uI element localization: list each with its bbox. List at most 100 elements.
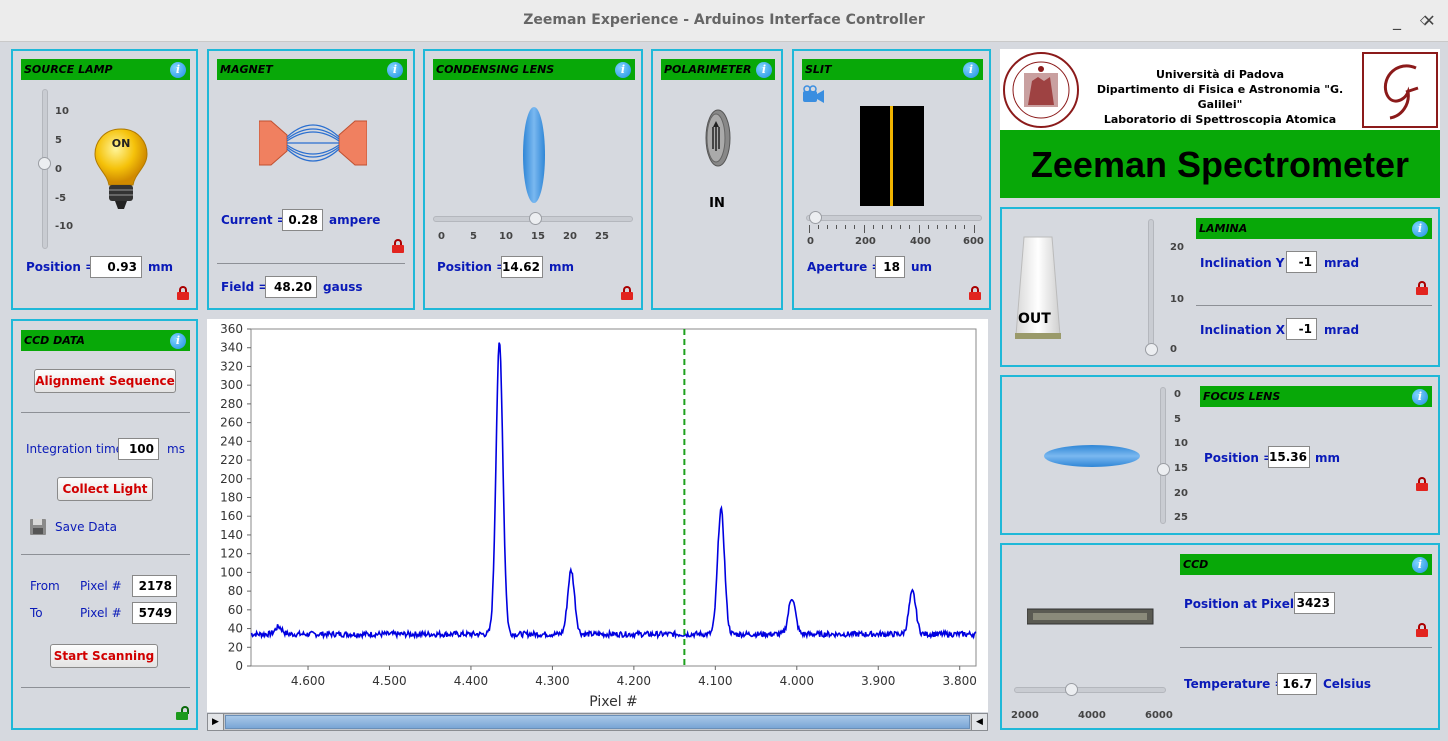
focus-lens-slider[interactable] [1160, 387, 1166, 524]
slider-thumb[interactable] [1157, 463, 1170, 476]
current-field[interactable]: 0.28 [282, 209, 323, 231]
inclination-x-label: Inclination X = [1200, 323, 1300, 337]
position-at-pixel-label: Position at Pixel # [1184, 597, 1309, 611]
scroll-left-arrow-icon[interactable]: ▶ [208, 714, 224, 730]
info-icon[interactable]: i [1412, 389, 1428, 405]
magnet-header: MAGNET [217, 59, 407, 80]
polarimeter-icon[interactable] [703, 107, 733, 169]
scroll-thumb[interactable] [225, 715, 970, 729]
scale-tick: 200 [855, 236, 876, 247]
unit-label: um [911, 260, 933, 274]
x-tick-label: 3.900 [861, 674, 895, 688]
inclination-x-field[interactable]: -1 [1286, 318, 1317, 340]
lamina-slider[interactable] [1148, 219, 1154, 353]
scale-tick: 4000 [1078, 710, 1106, 721]
slider-thumb[interactable] [38, 157, 51, 170]
minimize-button[interactable]: _ [1393, 11, 1401, 30]
lab-name: Laboratorio di Spettroscopia Atomica [1103, 113, 1337, 126]
field-label: Field = [221, 280, 269, 294]
separator [1180, 647, 1432, 648]
unit-label: mrad [1324, 256, 1360, 270]
slit-header: SLIT [802, 59, 983, 80]
lamina-panel: OUT 20 10 0 LAMINA i Inclination Y = -1 … [1000, 207, 1440, 367]
source-lamp-header: SOURCE LAMP [21, 59, 190, 80]
scale-tick: 5 [55, 135, 62, 146]
integration-time-field[interactable]: 100 [118, 438, 159, 460]
condensing-lens-header: CONDENSING LENS [433, 59, 635, 80]
slider-thumb[interactable] [1065, 683, 1078, 696]
focus-position-field[interactable]: 15.36 [1268, 446, 1310, 468]
scroll-right-arrow-icon[interactable]: ◀ [971, 714, 987, 730]
info-icon[interactable]: i [756, 62, 772, 78]
slider-thumb[interactable] [1145, 343, 1158, 356]
info-icon[interactable]: i [1412, 221, 1428, 237]
lock-icon[interactable] [1416, 623, 1428, 637]
position-label: Position = [26, 260, 96, 274]
y-tick-label: 120 [220, 547, 243, 561]
maximize-button[interactable]: ◇ [1420, 13, 1430, 28]
info-icon[interactable]: i [387, 62, 403, 78]
lock-icon[interactable] [392, 239, 404, 253]
aperture-ticks [809, 225, 975, 233]
start-scanning-button[interactable]: Start Scanning [50, 644, 158, 668]
info-icon[interactable]: i [170, 62, 186, 78]
x-tick-label: 4.400 [454, 674, 488, 688]
ccd-pixel-field[interactable]: 3423 [1294, 592, 1335, 614]
plot-area [250, 328, 977, 667]
lamina-plate-icon[interactable] [1014, 235, 1062, 341]
galilei-logo [1362, 52, 1438, 128]
lamp-bulb-icon[interactable]: ON [93, 127, 149, 211]
lock-icon[interactable] [177, 286, 189, 300]
aperture-slider[interactable] [806, 215, 982, 221]
x-tick-label: 4.300 [535, 674, 569, 688]
info-icon[interactable]: i [1412, 557, 1428, 573]
y-tick-label: 160 [220, 509, 243, 523]
from-pixel-field[interactable]: 2178 [132, 575, 177, 597]
scale-tick: 2000 [1011, 710, 1039, 721]
chart-scrollbar[interactable]: ▶ ◀ [207, 713, 988, 731]
lock-icon[interactable] [969, 286, 981, 300]
condensing-lens-icon [523, 107, 545, 203]
department-name: Dipartimento di Fisica e Astronomia "G. … [1096, 83, 1344, 111]
university-seal-logo [1003, 52, 1079, 128]
position-label: Position = [1204, 451, 1274, 465]
y-tick-label: 320 [220, 359, 243, 373]
scale-tick: 15 [1174, 463, 1188, 474]
close-button[interactable]: ✕ [1422, 11, 1436, 30]
save-disk-icon[interactable] [29, 518, 47, 536]
pixel-label: Pixel # [80, 579, 122, 593]
info-icon[interactable]: i [963, 62, 979, 78]
scale-tick: 10 [499, 231, 513, 242]
scale-tick: 10 [1170, 294, 1184, 305]
slider-thumb[interactable] [529, 212, 542, 225]
slider-thumb[interactable] [809, 211, 822, 224]
unlock-icon[interactable] [176, 706, 189, 720]
save-data-label[interactable]: Save Data [55, 520, 117, 534]
temperature-field[interactable]: 16.7 [1277, 673, 1317, 695]
university-header: Università di Padova Dipartimento di Fis… [1000, 49, 1440, 130]
spectrum-chart: 0 20 40 60 80 100 120 140 160 180 200 220 240 260 280 3… [207, 319, 988, 712]
university-text: Università di Padova Dipartimento di Fis… [1080, 67, 1360, 127]
ccd-position-slider[interactable] [1014, 687, 1166, 693]
lamp-position-field[interactable]: 0.93 [90, 256, 142, 278]
integration-unit: ms [167, 442, 185, 456]
field-value-field[interactable]: 48.20 [265, 276, 317, 298]
scale-tick: 0 [438, 231, 445, 242]
pixel-label: Pixel # [80, 606, 122, 620]
lock-icon[interactable] [1416, 477, 1428, 491]
x-tick-label: 4.500 [372, 674, 406, 688]
info-icon[interactable]: i [615, 62, 631, 78]
y-tick-label: 240 [220, 434, 243, 448]
aperture-field[interactable]: 18 [875, 256, 905, 278]
scale-tick: 20 [563, 231, 577, 242]
info-icon[interactable]: i [170, 333, 186, 349]
inclination-y-field[interactable]: -1 [1286, 251, 1317, 273]
camera-icon[interactable] [802, 85, 826, 105]
to-pixel-field[interactable]: 5749 [132, 602, 177, 624]
lock-icon[interactable] [621, 286, 633, 300]
focus-lens-header: FOCUS LENS [1200, 386, 1432, 407]
lock-icon[interactable] [1416, 281, 1428, 295]
collect-light-button[interactable]: Collect Light [57, 477, 153, 501]
alignment-sequence-button[interactable]: Alignment Sequence [34, 369, 176, 393]
condensing-position-field[interactable]: 14.62 [501, 256, 543, 278]
